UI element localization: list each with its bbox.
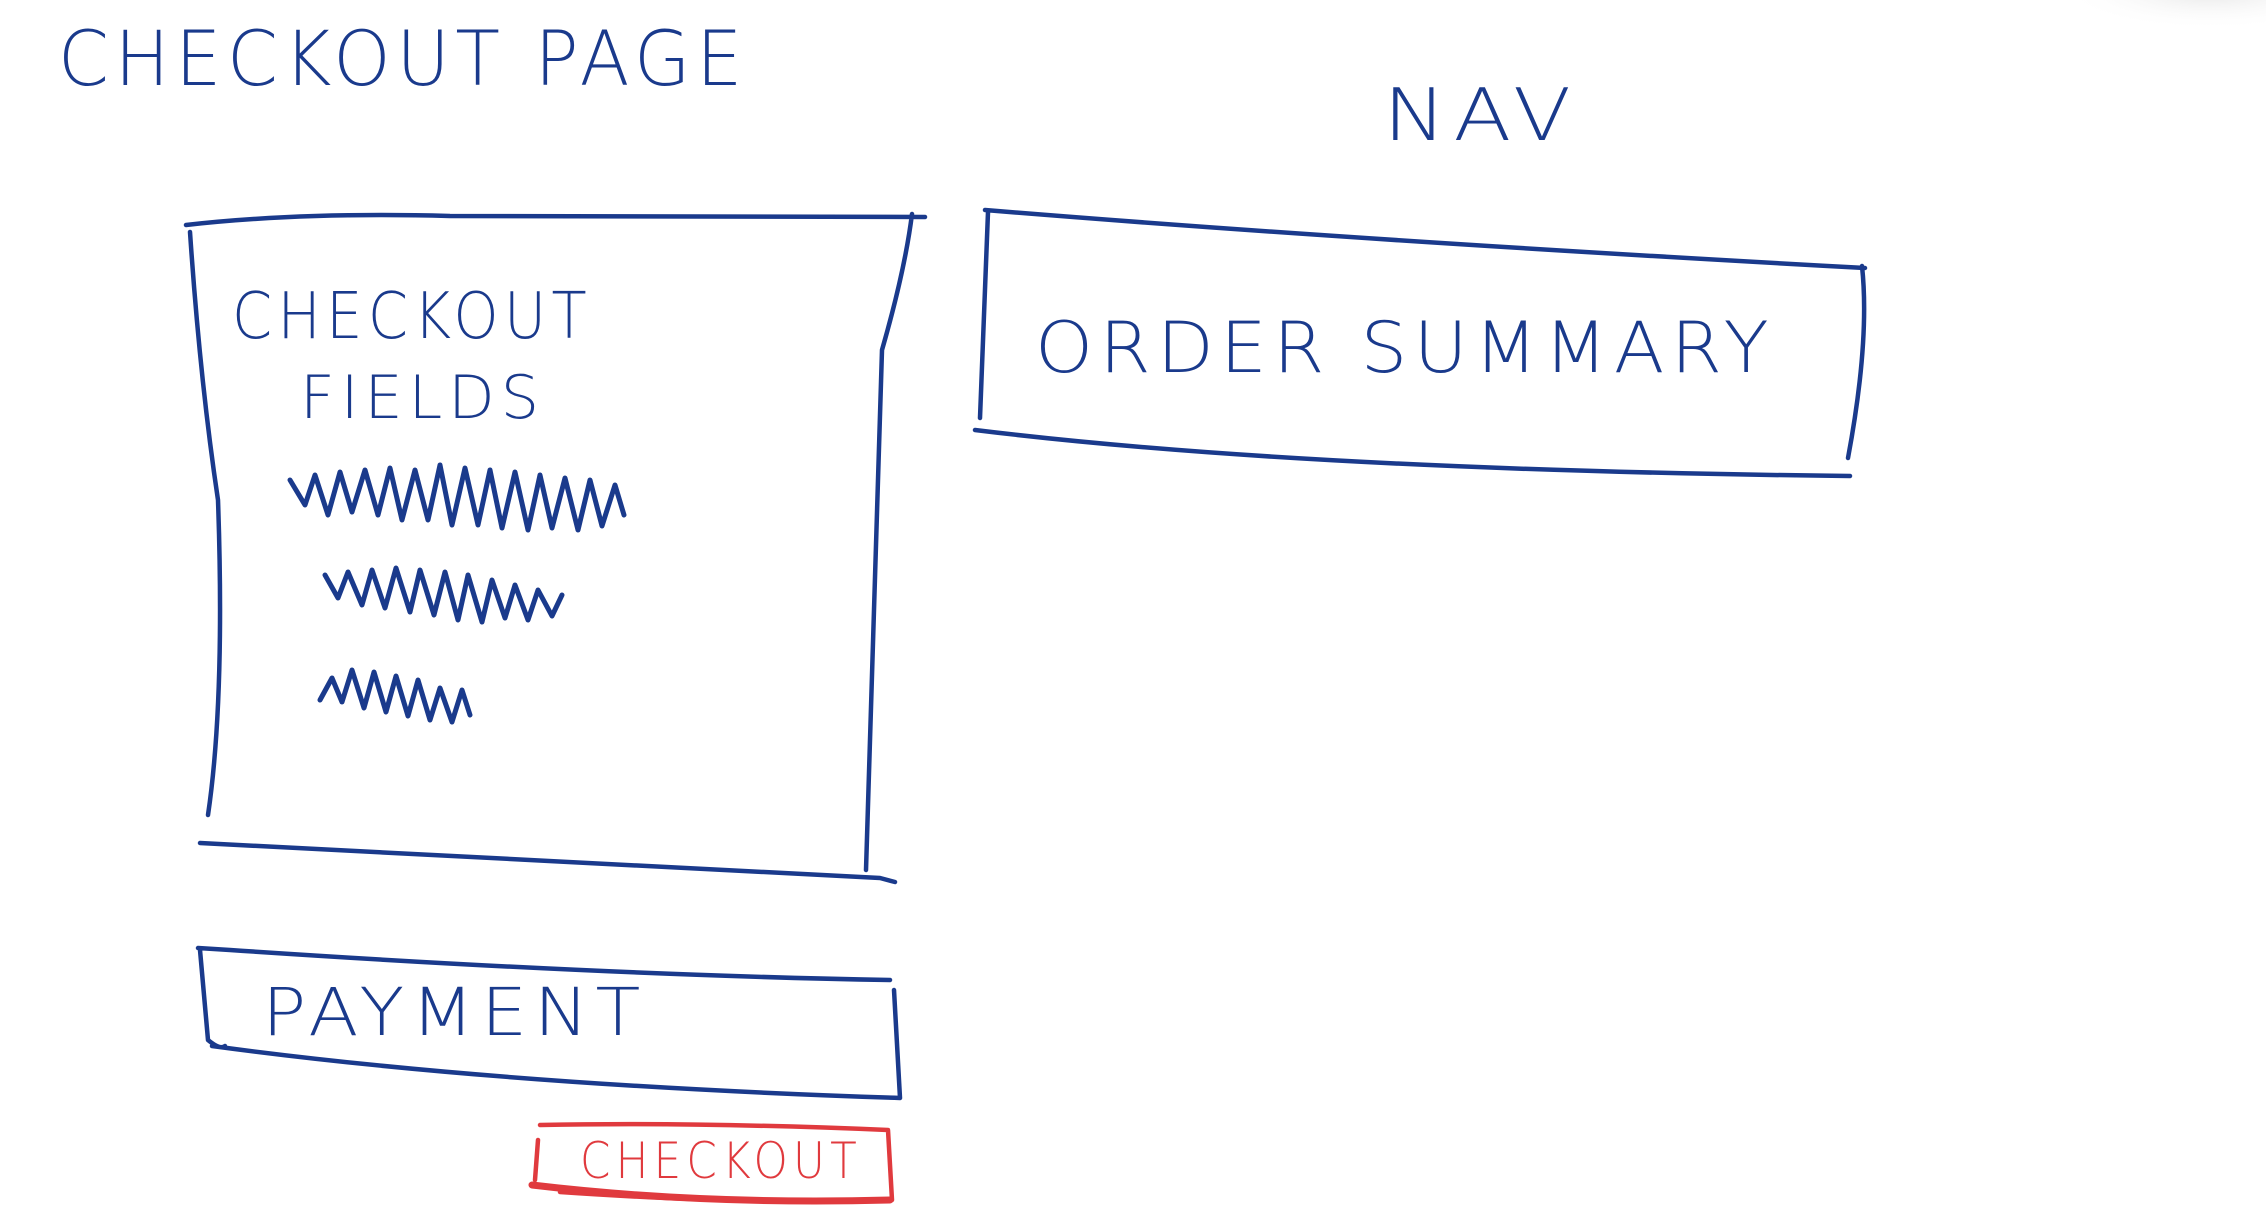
checkout-button-label[interactable]: CHECKOUT bbox=[580, 1132, 862, 1190]
field-scribble-2 bbox=[322, 565, 565, 625]
corner-shadow bbox=[2064, 0, 2266, 30]
checkout-button-underline bbox=[528, 1181, 894, 1205]
checkout-fields-label-line1: CHECKOUT bbox=[232, 280, 592, 354]
field-scribble-3 bbox=[317, 667, 473, 725]
page-title: CHECKOUT PAGE bbox=[58, 14, 748, 103]
order-summary-label: ORDER SUMMARY bbox=[1035, 307, 1775, 389]
order-summary-box bbox=[972, 207, 1868, 479]
nav-label: NAV bbox=[1383, 73, 1578, 157]
checkout-fields-label-line2: FIELDS bbox=[300, 363, 545, 433]
payment-label: PAYMENT bbox=[262, 974, 647, 1051]
payment-box bbox=[195, 945, 903, 1101]
field-scribble-1 bbox=[287, 462, 627, 533]
checkout-fields-box bbox=[183, 211, 928, 885]
